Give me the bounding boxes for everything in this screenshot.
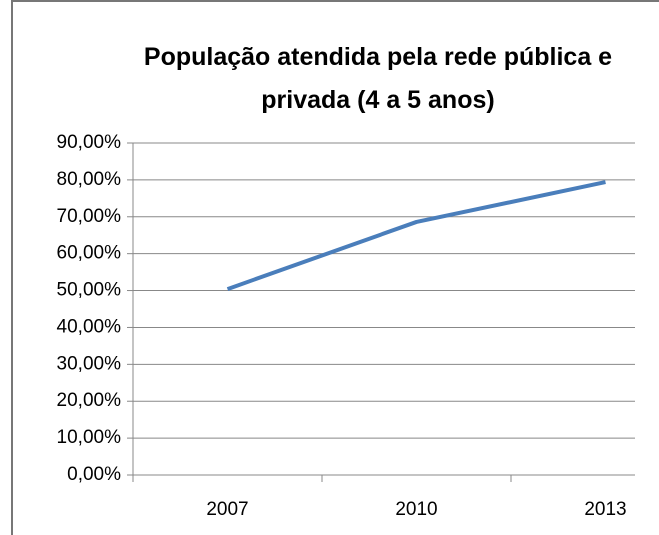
y-tick-label: 30,00% [57,353,122,374]
x-tick-label: 2010 [395,499,437,520]
y-tick-label: 60,00% [57,243,122,264]
y-tick-label: 40,00% [57,316,122,337]
y-tick-label: 20,00% [57,390,122,411]
chart-border [11,0,659,535]
x-tick-label: 2007 [206,499,248,520]
y-tick-label: 50,00% [57,280,122,301]
x-tick-label: 2013 [584,499,626,520]
y-tick-label: 70,00% [57,206,122,227]
y-tick-label: 90,00% [57,132,122,153]
chart-title: População atendida pela rede pública e p… [143,43,613,114]
y-tick-label: 80,00% [57,169,122,190]
data-line [226,180,606,291]
y-tick-label: 10,00% [57,427,122,448]
y-tick-label: 0,00% [67,464,121,485]
